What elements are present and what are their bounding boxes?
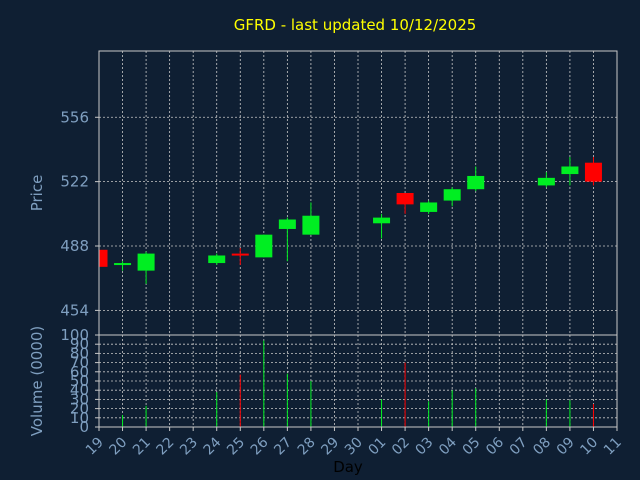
x-axis: 19 20 21 22 23 24 25 26 27 28 29 30 01 02 03 04 05 06 07 08…	[83, 427, 625, 458]
candle	[231, 247, 249, 265]
price-grid	[99, 116, 617, 311]
price-tick-label: 522	[60, 173, 89, 191]
price-axis: 454 488 522 556	[60, 108, 99, 319]
volume-tick-label: 40	[70, 381, 89, 399]
x-tick-label: 08	[530, 435, 554, 459]
chart-title: GFRD - last updated 10/12/2025	[234, 16, 477, 34]
x-tick-label: 03	[413, 435, 437, 459]
candle-body	[302, 215, 320, 235]
x-tick-label: 20	[106, 435, 130, 459]
candle-body	[208, 255, 226, 264]
volume-tick-label: 60	[70, 363, 89, 381]
candle	[137, 251, 155, 284]
candle-body	[467, 175, 485, 190]
candle	[443, 187, 461, 207]
x-tick-label: 09	[554, 435, 578, 459]
volume-tick-label: 10	[70, 409, 89, 427]
candle	[278, 217, 296, 262]
candle-body	[231, 253, 249, 256]
x-tick-label: 27	[271, 435, 295, 459]
x-tick-label: 24	[201, 434, 225, 458]
candle	[420, 200, 438, 214]
candle	[467, 166, 485, 192]
candle-body	[537, 177, 555, 186]
candle-body	[99, 249, 108, 267]
x-tick-label: 30	[342, 435, 366, 459]
candle	[396, 193, 414, 214]
candle	[302, 202, 320, 235]
candle	[98, 249, 108, 269]
candle-body	[255, 234, 273, 258]
candle	[537, 172, 555, 188]
volume-tick-label: 90	[70, 335, 89, 353]
x-tick-label: 02	[389, 435, 413, 459]
x-tick-label: 28	[295, 435, 319, 459]
candle-body	[114, 263, 132, 266]
volume-tick-label: 0	[79, 418, 89, 436]
price-tick-label: 556	[60, 108, 89, 126]
x-tick-label: 05	[460, 435, 484, 459]
x-tick-label: 26	[248, 434, 272, 458]
x-tick-label: 19	[83, 435, 107, 459]
price-axis-label: Price	[28, 175, 46, 212]
price-tick-label: 488	[60, 237, 89, 255]
x-tick-label: 22	[154, 435, 178, 459]
volume-tick-label: 30	[70, 390, 89, 408]
candle	[114, 261, 132, 271]
volume-tick-label: 70	[70, 354, 89, 372]
x-tick-label: 11	[601, 435, 625, 459]
price-tick-label: 454	[60, 301, 89, 319]
candle-body	[278, 219, 296, 229]
x-axis-label: Day	[333, 458, 363, 476]
candle	[584, 157, 602, 186]
x-tick-label: 01	[365, 435, 389, 459]
x-tick-label: 04	[436, 434, 460, 458]
candle-body	[443, 189, 461, 201]
volume-tick-label: 100	[60, 326, 89, 344]
volume-series	[122, 340, 594, 427]
candlestick-series	[98, 157, 602, 284]
candle	[208, 253, 226, 265]
candle-body	[373, 217, 391, 224]
volume-tick-label: 20	[70, 400, 89, 418]
candle-body	[137, 253, 155, 271]
x-tick-label: 29	[318, 435, 342, 459]
candle	[255, 234, 273, 258]
candle	[373, 213, 391, 239]
x-tick-label: 06	[483, 434, 507, 458]
x-grid	[122, 51, 594, 427]
x-tick-label: 23	[177, 435, 201, 459]
x-tick-label: 25	[224, 435, 248, 459]
x-tick-label: 07	[507, 435, 531, 459]
x-tick-label: 21	[130, 435, 154, 459]
candle-body	[561, 166, 579, 175]
candle-body	[396, 193, 414, 205]
volume-tick-label: 80	[70, 344, 89, 362]
candle-body	[584, 162, 602, 182]
candle-body	[420, 202, 438, 212]
candle	[561, 157, 579, 186]
x-tick-label: 10	[577, 435, 601, 459]
volume-axis-label: Volume (0000)	[28, 326, 46, 436]
volume-tick-label: 50	[70, 372, 89, 390]
